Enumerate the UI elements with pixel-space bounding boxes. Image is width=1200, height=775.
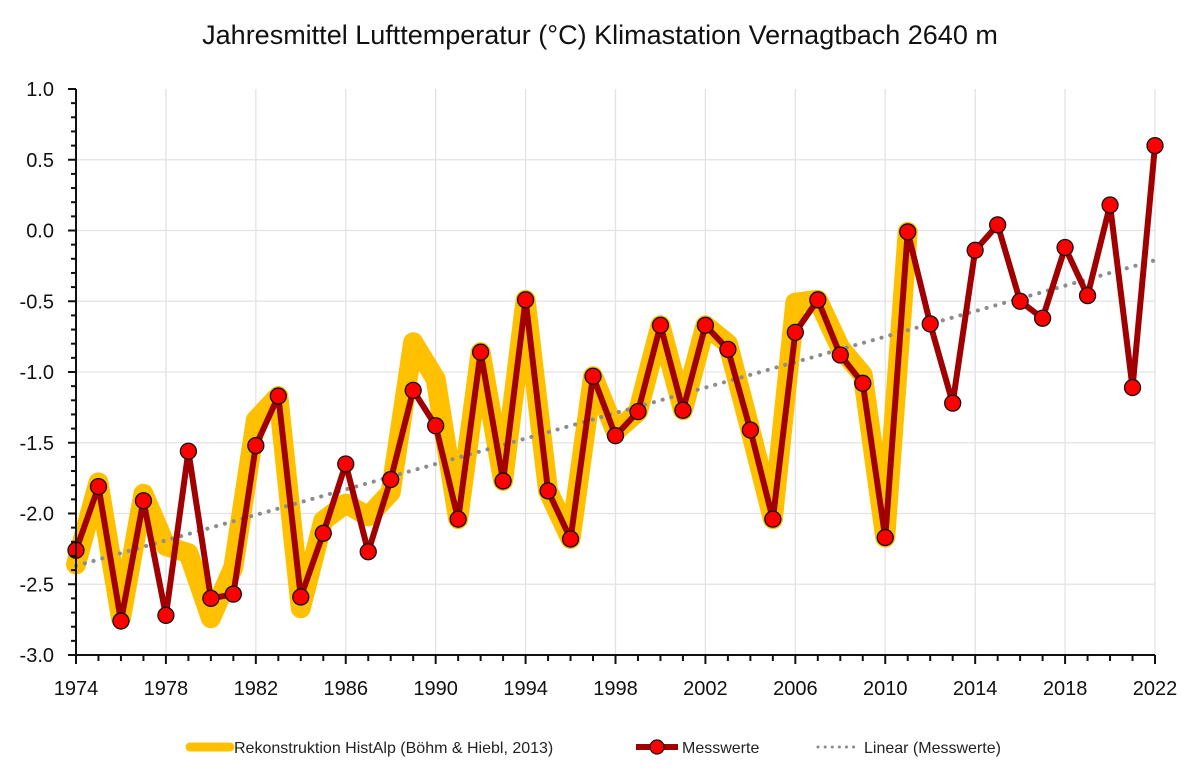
x-tick-label: 2022 <box>1133 678 1178 700</box>
messwerte-point <box>404 381 422 400</box>
messwerte-point <box>988 216 1007 234</box>
x-tick-label: 1998 <box>593 678 638 700</box>
messwerte-point <box>224 585 243 603</box>
messwerte-point <box>89 477 108 496</box>
messwerte-point <box>1011 292 1029 310</box>
messwerte-point <box>157 606 175 625</box>
messwerte-point <box>786 323 804 342</box>
messwerte-point <box>741 421 760 439</box>
messwerte-point <box>584 367 602 385</box>
y-tick-label: -3.0 <box>20 645 54 667</box>
x-tick-label: 1982 <box>234 678 279 700</box>
y-tick-label: 1.0 <box>26 79 54 101</box>
messwerte-point <box>494 472 512 490</box>
messwerte-point <box>1146 136 1164 155</box>
messwerte-point <box>471 343 490 361</box>
messwerte-point <box>696 316 715 334</box>
messwerte-point <box>674 401 692 419</box>
legend-label-rekonstruktion: Rekonstruktion HistAlp (Böhm & Hiebl, 20… <box>234 740 553 757</box>
messwerte-point <box>561 530 580 548</box>
legend-marker-messwerte <box>649 739 665 755</box>
messwerte-point <box>269 387 287 405</box>
y-tick-label: -0.5 <box>20 291 54 313</box>
messwerte-point <box>359 543 377 561</box>
y-tick-label: -2.0 <box>20 504 54 526</box>
messwerte-point <box>944 394 962 412</box>
messwerte-point <box>831 346 849 364</box>
messwerte-point <box>516 291 535 309</box>
messwerte-point <box>247 436 265 455</box>
messwerte-point <box>314 524 332 542</box>
messwerte-point <box>1033 309 1052 327</box>
messwerte-point <box>719 340 737 359</box>
y-tick-label: -1.0 <box>20 362 54 384</box>
chart-title: Jahresmittel Lufttemperatur (°C) Klimast… <box>202 20 998 50</box>
y-tick-label: -2.5 <box>20 574 54 596</box>
x-tick-label: 2006 <box>773 678 818 700</box>
y-tick-label: 0.0 <box>26 221 54 243</box>
x-tick-label: 1990 <box>413 678 458 700</box>
messwerte-point <box>921 315 939 333</box>
x-tick-label: 1974 <box>54 678 99 700</box>
messwerte-point <box>651 316 670 334</box>
messwerte-point <box>179 442 198 460</box>
messwerte-point <box>292 588 310 606</box>
messwerte-point <box>966 241 984 259</box>
legend-label-messwerte: Messwerte <box>682 740 759 757</box>
messwerte-point <box>606 427 625 445</box>
y-tick-label: -1.5 <box>20 433 54 455</box>
x-tick-label: 2010 <box>863 678 908 700</box>
x-tick-label: 2018 <box>1043 678 1088 700</box>
messwerte-point <box>854 374 872 392</box>
messwerte-point <box>1078 286 1097 305</box>
messwerte-point <box>1123 378 1142 397</box>
x-tick-label: 2002 <box>683 678 728 700</box>
x-tick-label: 1978 <box>144 678 189 700</box>
messwerte-point <box>899 223 917 241</box>
x-tick-label: 2014 <box>953 678 998 700</box>
messwerte-point <box>876 528 894 547</box>
x-tick-label: 1994 <box>503 678 548 700</box>
y-tick-label: 0.5 <box>26 150 54 172</box>
messwerte-point <box>427 417 445 435</box>
series-layer <box>66 136 1164 630</box>
messwerte-point <box>629 402 647 421</box>
messwerte-point <box>112 612 130 630</box>
messwerte-point <box>337 455 355 473</box>
messwerte-point <box>382 470 400 489</box>
messwerte-point <box>539 482 557 500</box>
legend-label-linear: Linear (Messwerte) <box>864 740 1001 757</box>
messwerte-point <box>202 589 220 608</box>
legend: Rekonstruktion HistAlp (Böhm & Hiebl, 20… <box>185 739 1001 757</box>
messwerte-point <box>449 510 467 528</box>
messwerte-point <box>1056 238 1074 257</box>
messwerte-point <box>809 291 827 309</box>
x-tick-label: 1986 <box>324 678 369 700</box>
messwerte-point <box>764 510 782 528</box>
messwerte-point <box>134 492 153 510</box>
messwerte-point <box>1101 196 1119 214</box>
